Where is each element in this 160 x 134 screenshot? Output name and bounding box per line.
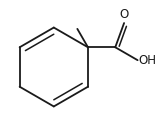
- Text: OH: OH: [139, 54, 157, 67]
- Text: O: O: [120, 8, 129, 21]
